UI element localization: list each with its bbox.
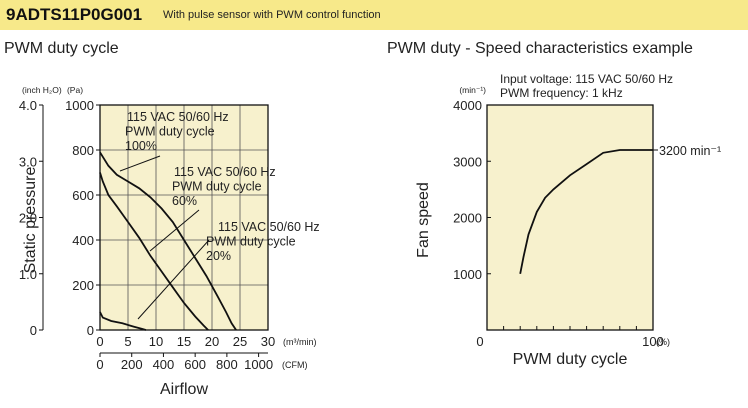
plot-background xyxy=(487,105,653,330)
x-tick-label: 20 xyxy=(205,334,219,349)
annotation-20pct-line: PWM duty cycle xyxy=(206,235,296,249)
model-subtitle: With pulse sensor with PWM control funct… xyxy=(163,9,381,21)
secondary-x-tick-label: 200 xyxy=(121,357,143,372)
annotation-leader xyxy=(137,239,210,320)
y-axis-label: Fan speed xyxy=(415,182,432,258)
curve-20pct xyxy=(99,311,147,331)
y-tick-label: 4000 xyxy=(453,98,482,113)
chart-note: Input voltage: 115 VAC 50/60 Hz xyxy=(500,72,673,86)
y-unit-inch: (inch H₂O) xyxy=(22,85,62,95)
secondary-y-tick-label: 4.0 xyxy=(19,98,37,113)
secondary-y-tick-label: 1.0 xyxy=(19,267,37,282)
x-unit-cfm: (CFM) xyxy=(282,360,308,370)
secondary-x-tick-label: 1000 xyxy=(244,357,273,372)
y-tick-label: 800 xyxy=(72,143,94,158)
secondary-y-tick-label: 2.0 xyxy=(19,211,37,226)
secondary-x-tick-label: 600 xyxy=(184,357,206,372)
x-tick-label: 5 xyxy=(124,334,131,349)
x-tick-label: 100 xyxy=(642,334,664,349)
y-tick-label: 400 xyxy=(72,233,94,248)
y-axis-label: Static pressure xyxy=(22,167,39,274)
y-unit-pa: (Pa) xyxy=(67,85,83,95)
speed-curve xyxy=(519,149,653,274)
annotation-leader xyxy=(149,209,200,252)
y-tick-label: 600 xyxy=(72,188,94,203)
secondary-x-tick-label: 0 xyxy=(96,357,103,372)
x-tick-label: 15 xyxy=(177,334,191,349)
y-tick-label: 200 xyxy=(72,278,94,293)
end-value-label: 3200 min⁻¹ xyxy=(659,144,721,158)
y-tick-label: 1000 xyxy=(65,98,94,113)
x-tick-label: 10 xyxy=(149,334,163,349)
chart-note: PWM frequency: 1 kHz xyxy=(500,86,623,100)
y-tick-label: 3000 xyxy=(453,154,482,169)
x-axis-label: Airflow xyxy=(160,381,208,398)
x-tick-label: 30 xyxy=(261,334,275,349)
annotation-100pct-line: PWM duty cycle xyxy=(125,125,215,139)
y-unit-label: (min⁻¹) xyxy=(459,85,486,95)
curve-60pct xyxy=(99,172,209,331)
x-unit-m3min: (m³/min) xyxy=(283,337,317,347)
x-tick-label: 0 xyxy=(96,334,103,349)
annotation-60pct-line: PWM duty cycle xyxy=(172,180,262,194)
left-chart-title: PWM duty cycle xyxy=(4,40,119,57)
annotation-60pct-line: 115 VAC 50/60 Hz xyxy=(174,165,276,179)
secondary-y-tick-label: 3.0 xyxy=(19,154,37,169)
plot-frame xyxy=(99,104,269,331)
secondary-x-tick-label: 800 xyxy=(216,357,238,372)
x-tick-label: 25 xyxy=(233,334,247,349)
annotation-20pct-line: 20% xyxy=(206,249,231,263)
x-unit-label: (%) xyxy=(656,337,670,347)
x-axis-label: PWM duty cycle xyxy=(513,351,628,368)
secondary-y-tick-label: 0 xyxy=(30,323,37,338)
y-tick-label: 1000 xyxy=(453,267,482,282)
curve-100pct xyxy=(99,151,237,331)
y-tick-label: 0 xyxy=(87,323,94,338)
annotation-100pct-line: 100% xyxy=(125,139,157,153)
annotation-20pct-line: 115 VAC 50/60 Hz xyxy=(218,220,320,234)
secondary-x-tick-label: 400 xyxy=(153,357,175,372)
model-number: 9ADTS11P0G001 xyxy=(6,5,143,24)
y-tick-label: 2000 xyxy=(453,211,482,226)
x-tick-label: 0 xyxy=(476,334,483,349)
annotation-leader xyxy=(119,155,161,172)
right-chart-title: PWM duty - Speed characteristics example xyxy=(387,40,693,57)
annotation-60pct-line: 60% xyxy=(172,194,197,208)
annotation-100pct-line: 115 VAC 50/60 Hz xyxy=(127,110,229,124)
header-bar: 9ADTS11P0G001 With pulse sensor with PWM… xyxy=(0,0,748,30)
